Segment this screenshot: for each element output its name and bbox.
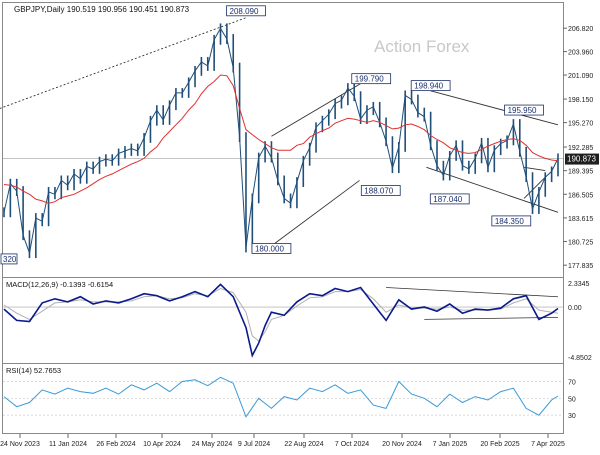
price-tick-label: 195.270 xyxy=(568,121,593,128)
price-tick-label: 192.285 xyxy=(568,145,593,152)
annotation-label: 188.070 xyxy=(364,186,393,195)
macd-title: MACD(12,26,9) -0.1393 -0.6154 xyxy=(6,280,113,289)
triangle-lower xyxy=(523,176,546,199)
price-tick-label: 186.505 xyxy=(568,192,593,199)
annotation-label: 198.940 xyxy=(414,82,443,91)
annotation-box xyxy=(226,5,266,17)
x-tick-label: 20 Feb 2025 xyxy=(480,441,519,448)
price-tick-label: 189.395 xyxy=(568,169,593,176)
price-tick-label: 206.820 xyxy=(568,26,593,33)
annotation-label: 180.000 xyxy=(255,244,284,253)
price-tick-label: 198.150 xyxy=(568,97,593,104)
x-tick-label: 7 Jan 2025 xyxy=(433,441,468,448)
annotation-label: 320 xyxy=(3,255,17,264)
annotation-box xyxy=(429,193,470,205)
rsi-line xyxy=(3,376,559,418)
macd-tick-label: -4.8502 xyxy=(568,355,592,362)
annotation-box xyxy=(410,80,451,92)
annotation-box xyxy=(491,215,532,227)
macd-tick-label: 0.00 xyxy=(568,305,582,312)
price-tick-label: 180.725 xyxy=(568,240,593,247)
triangle-upper xyxy=(523,166,546,172)
annotation-label: 195.950 xyxy=(508,106,537,115)
annotation-box xyxy=(504,104,544,116)
channel-lower-line xyxy=(271,180,360,247)
price-tick-label: 177.835 xyxy=(568,263,593,270)
x-tick-label: 24 Nov 2023 xyxy=(0,441,40,448)
x-tick-label: 10 Apr 2024 xyxy=(143,441,181,448)
watermark: Action Forex xyxy=(374,37,470,56)
x-tick-label: 7 Apr 2025 xyxy=(531,441,565,448)
price-series-line xyxy=(3,27,559,256)
macd-pattern-upper xyxy=(386,287,559,298)
macd-line xyxy=(3,283,559,358)
annotation-box xyxy=(0,253,18,265)
x-tick-label: 24 May 2024 xyxy=(192,441,233,448)
price-tick-label: 201.090 xyxy=(568,73,593,80)
annotation-label: 184.350 xyxy=(495,217,524,226)
macd-tick-label: 2.3345 xyxy=(568,281,590,288)
chart-header: GBPJPY,Daily 190.519 190.956 190.451 190… xyxy=(14,5,190,14)
macd-pattern-lower xyxy=(424,316,559,320)
annotation-box xyxy=(351,73,392,85)
annotation-label: 208.090 xyxy=(230,7,259,16)
annotation-label: 187.040 xyxy=(433,195,462,204)
x-tick-label: 22 Aug 2024 xyxy=(284,441,323,448)
rsi-pane-frame xyxy=(2,363,564,434)
x-tick-label: 7 Oct 2024 xyxy=(335,441,369,448)
moving-average-line xyxy=(3,74,559,204)
rsi-title: RSI(14) 52.7653 xyxy=(6,366,61,375)
current-price-label: 190.873 xyxy=(567,155,596,164)
annotation-box xyxy=(251,243,292,254)
falling-channel-lower xyxy=(426,166,559,213)
x-tick-label: 9 Jul 2024 xyxy=(238,441,270,448)
x-tick-label: 11 Jan 2024 xyxy=(49,441,87,448)
price-tick-label: 203.960 xyxy=(568,50,593,57)
annotation-box xyxy=(360,185,401,196)
current-price-box xyxy=(565,153,599,165)
rsi-tick-label: 30 xyxy=(568,413,576,420)
annotation-label: 199.790 xyxy=(355,75,384,84)
x-tick-label: 26 Feb 2024 xyxy=(96,441,135,448)
falling-channel-upper xyxy=(426,89,559,126)
rsi-tick-label: 50 xyxy=(568,396,576,403)
x-tick-label: 20 Nov 2024 xyxy=(382,441,422,448)
rsi-tick-label: 70 xyxy=(568,379,576,386)
price-tick-label: 183.615 xyxy=(568,216,593,223)
